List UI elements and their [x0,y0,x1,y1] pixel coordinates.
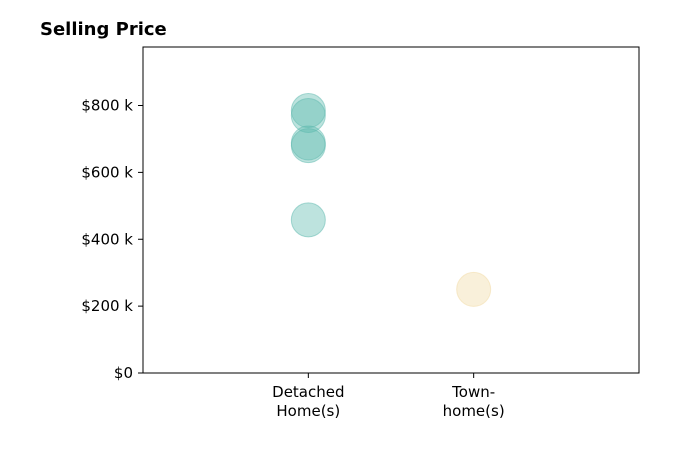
y-tick-label: $600 k [81,163,133,181]
y-tick-label: $200 k [81,297,133,315]
data-point [290,98,326,134]
plot-area-frame [142,46,640,374]
x-category-label: home(s) [443,402,505,420]
y-tick-label: $400 k [81,230,133,248]
data-points [290,93,492,307]
chart-title: Selling Price [40,19,167,40]
y-axis: $0 $200 k $400 k $600 k $800 k [81,97,143,382]
data-point [290,93,326,129]
y-tick-label: $800 k [81,97,133,115]
data-point [456,271,492,307]
data-point [290,202,326,238]
x-category-label: Town- [451,383,495,401]
data-point [290,128,326,164]
x-category-label: Home(s) [276,402,340,420]
y-tick-label: $0 [114,364,133,382]
x-category-label: Detached [272,383,344,401]
